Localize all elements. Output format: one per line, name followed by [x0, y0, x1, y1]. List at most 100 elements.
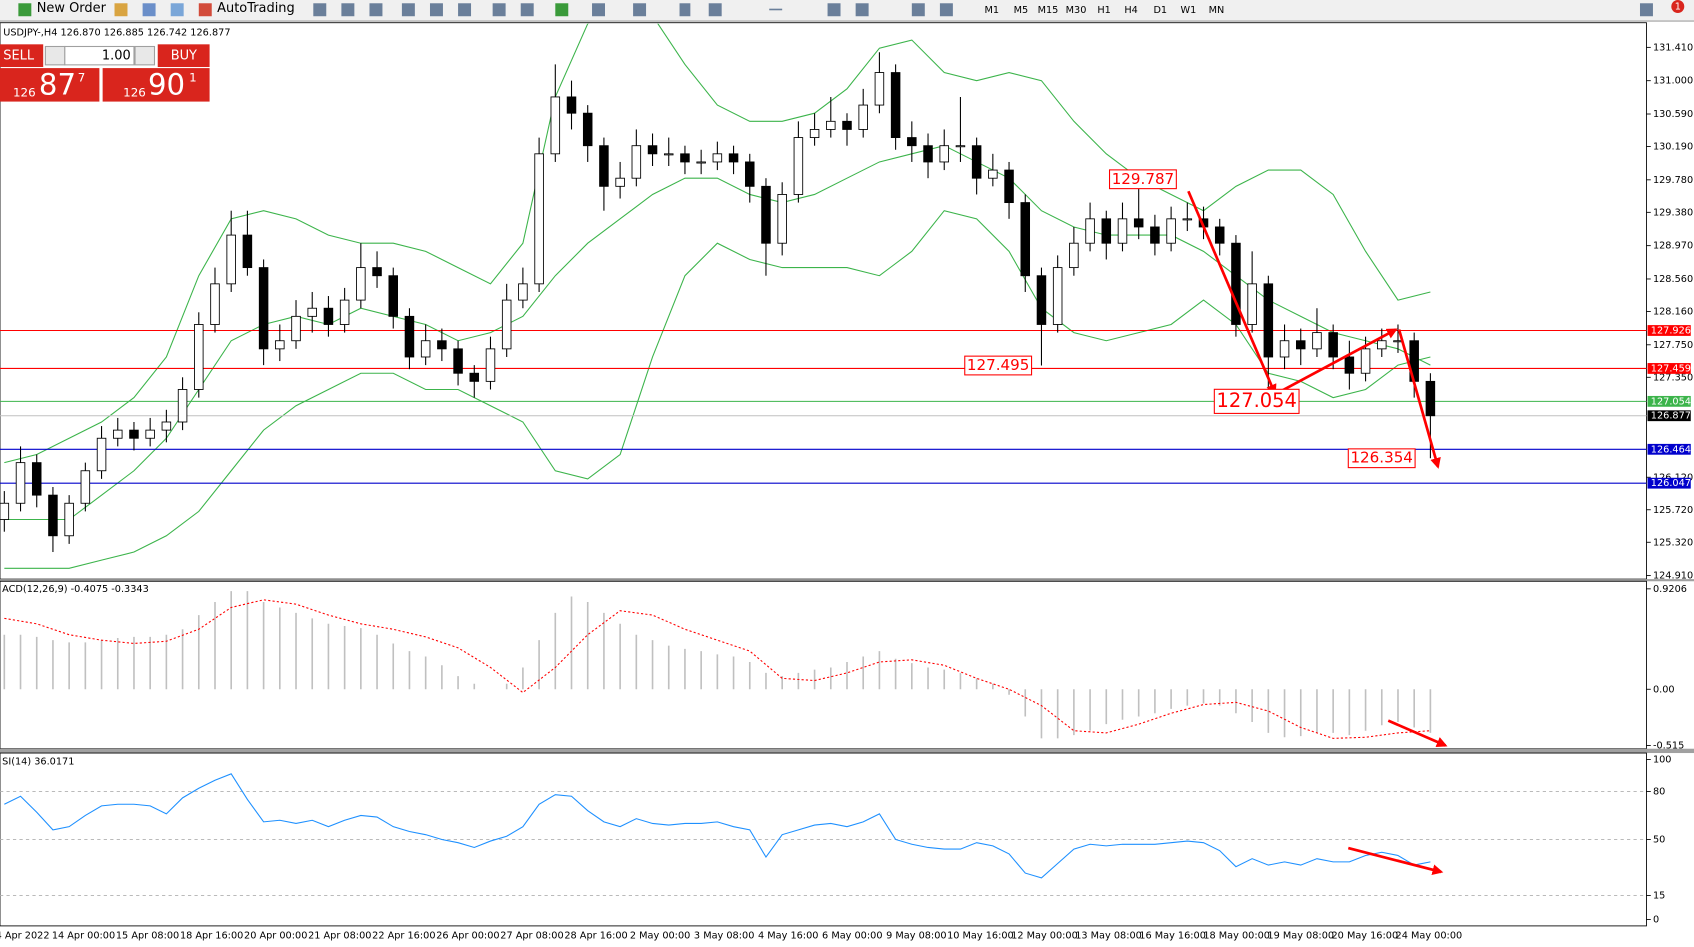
- lot-spin[interactable]: [134, 45, 156, 66]
- level-tag: [1647, 410, 1691, 422]
- tool-icon[interactable]: [369, 3, 383, 17]
- candle-body: [1263, 283, 1274, 358]
- search-icon[interactable]: [1639, 3, 1653, 17]
- annotation-box: [1213, 388, 1300, 414]
- candle-body: [242, 234, 253, 269]
- candle-body: [64, 502, 74, 537]
- timeframe-button[interactable]: M30: [1066, 5, 1087, 16]
- buy-button[interactable]: [157, 44, 210, 68]
- autotrading-button[interactable]: AutoTrading: [217, 1, 295, 16]
- macd-plot: [3, 591, 1432, 739]
- candle-body: [1214, 226, 1225, 244]
- tool-icon[interactable]: [341, 3, 355, 17]
- timeframe-button[interactable]: M15: [1038, 5, 1059, 16]
- tool-icon[interactable]: [401, 3, 415, 17]
- ask-big: 126: [123, 85, 146, 99]
- x-tick-label: 27 Apr 08:00: [500, 931, 563, 942]
- timeframe-button[interactable]: H4: [1124, 5, 1138, 16]
- candle-body: [48, 494, 58, 537]
- tool-icon[interactable]: [855, 3, 869, 17]
- tool-icon[interactable]: [911, 3, 925, 17]
- new-order-icon[interactable]: [18, 3, 32, 17]
- annotation-box: [964, 355, 1033, 376]
- x-tick-label: 14 Apr 2022: [0, 931, 49, 942]
- candle-body: [1101, 218, 1112, 244]
- candle-body: [1182, 218, 1193, 221]
- sell-label[interactable]: SELL: [3, 49, 35, 64]
- candle-body: [1036, 275, 1047, 325]
- x-tick-label: 21 Apr 08:00: [308, 931, 371, 942]
- timeframe-button[interactable]: D1: [1153, 5, 1167, 16]
- tool-icon[interactable]: [142, 3, 156, 17]
- x-tick-label: 20 May 16:00: [1331, 931, 1398, 942]
- candle-body: [161, 421, 172, 431]
- candle-body: [437, 340, 447, 350]
- candle-body: [0, 502, 10, 520]
- timeframe-button[interactable]: MN: [1209, 5, 1225, 16]
- sell-button[interactable]: [0, 44, 44, 68]
- axes: 131.410 131.000 130.590 130.190 129.780 129.3…: [0, 42, 1693, 941]
- candle-body: [615, 177, 625, 187]
- candle-body: [1133, 218, 1144, 228]
- candle-body: [210, 283, 220, 325]
- panel-separator: [0, 579, 1694, 582]
- tool-icon[interactable]: [633, 3, 647, 17]
- ask-price-box[interactable]: [102, 68, 210, 102]
- tool-icon[interactable]: [492, 3, 506, 17]
- candle-body: [501, 299, 512, 350]
- buy-label[interactable]: BUY: [171, 49, 197, 64]
- candle-body: [550, 96, 561, 155]
- candle-body: [1425, 380, 1436, 417]
- autotrading-icon[interactable]: [198, 3, 212, 17]
- tool-icon[interactable]: [592, 3, 605, 17]
- arrow: [1347, 846, 1444, 875]
- tool-icon[interactable]: [313, 3, 327, 17]
- lot-dropdown[interactable]: [44, 45, 66, 66]
- level-tag-label: 127.926: [1651, 325, 1691, 336]
- notification-badge[interactable]: [1671, 0, 1685, 13]
- x-tick-label: 26 Apr 00:00: [436, 931, 499, 942]
- candle-body: [485, 348, 496, 382]
- x-tick-label: 4 May 16:00: [758, 931, 818, 942]
- candle-body: [761, 185, 771, 244]
- tool-icon[interactable]: [939, 3, 953, 17]
- tool-icon[interactable]: [679, 3, 691, 17]
- candle-body: [1052, 267, 1063, 325]
- tool-icon[interactable]: [114, 3, 128, 17]
- candle-body: [15, 462, 26, 504]
- timeframe-button[interactable]: H1: [1097, 5, 1111, 16]
- price-plot: [0, 23, 1647, 569]
- timeframe-button[interactable]: M1: [984, 5, 999, 16]
- y-tick-label: 126.120: [1653, 472, 1693, 483]
- tool-icon[interactable]: [769, 8, 783, 11]
- bid-price-box[interactable]: [0, 68, 100, 102]
- lot-input[interactable]: [64, 45, 135, 66]
- symbol-info: USDJPY-,H4 126.870 126.885 126.742 126.8…: [3, 27, 230, 38]
- tool-icon[interactable]: [555, 3, 569, 17]
- candle-body: [80, 470, 91, 504]
- candle-body: [339, 299, 350, 325]
- x-tick-label: 28 Apr 16:00: [564, 931, 627, 942]
- x-tick-label: 19 May 08:00: [1267, 931, 1334, 942]
- timeframe-button[interactable]: M5: [1014, 5, 1029, 16]
- notification-count: 1: [1675, 2, 1681, 13]
- candle-body: [777, 194, 787, 244]
- tool-icon[interactable]: [170, 3, 184, 17]
- candle-body: [96, 437, 107, 472]
- tool-icon[interactable]: [458, 3, 472, 17]
- tool-icon[interactable]: [520, 3, 534, 17]
- lot-value[interactable]: 1.00: [102, 49, 131, 64]
- x-tick-label: 9 May 08:00: [886, 931, 946, 942]
- y-tick-label: 125.720: [1653, 505, 1693, 516]
- candle-body: [874, 72, 885, 106]
- candle-body: [1166, 218, 1176, 244]
- candle-body: [194, 324, 204, 390]
- arrow: [1387, 719, 1448, 747]
- candle-body: [939, 145, 949, 163]
- timeframe-button[interactable]: W1: [1180, 5, 1196, 16]
- tool-icon[interactable]: [827, 3, 841, 17]
- tool-icon[interactable]: [429, 3, 443, 17]
- new-order-button[interactable]: New Order: [37, 1, 107, 16]
- tool-icon[interactable]: [708, 3, 722, 17]
- candle-body: [1069, 242, 1079, 269]
